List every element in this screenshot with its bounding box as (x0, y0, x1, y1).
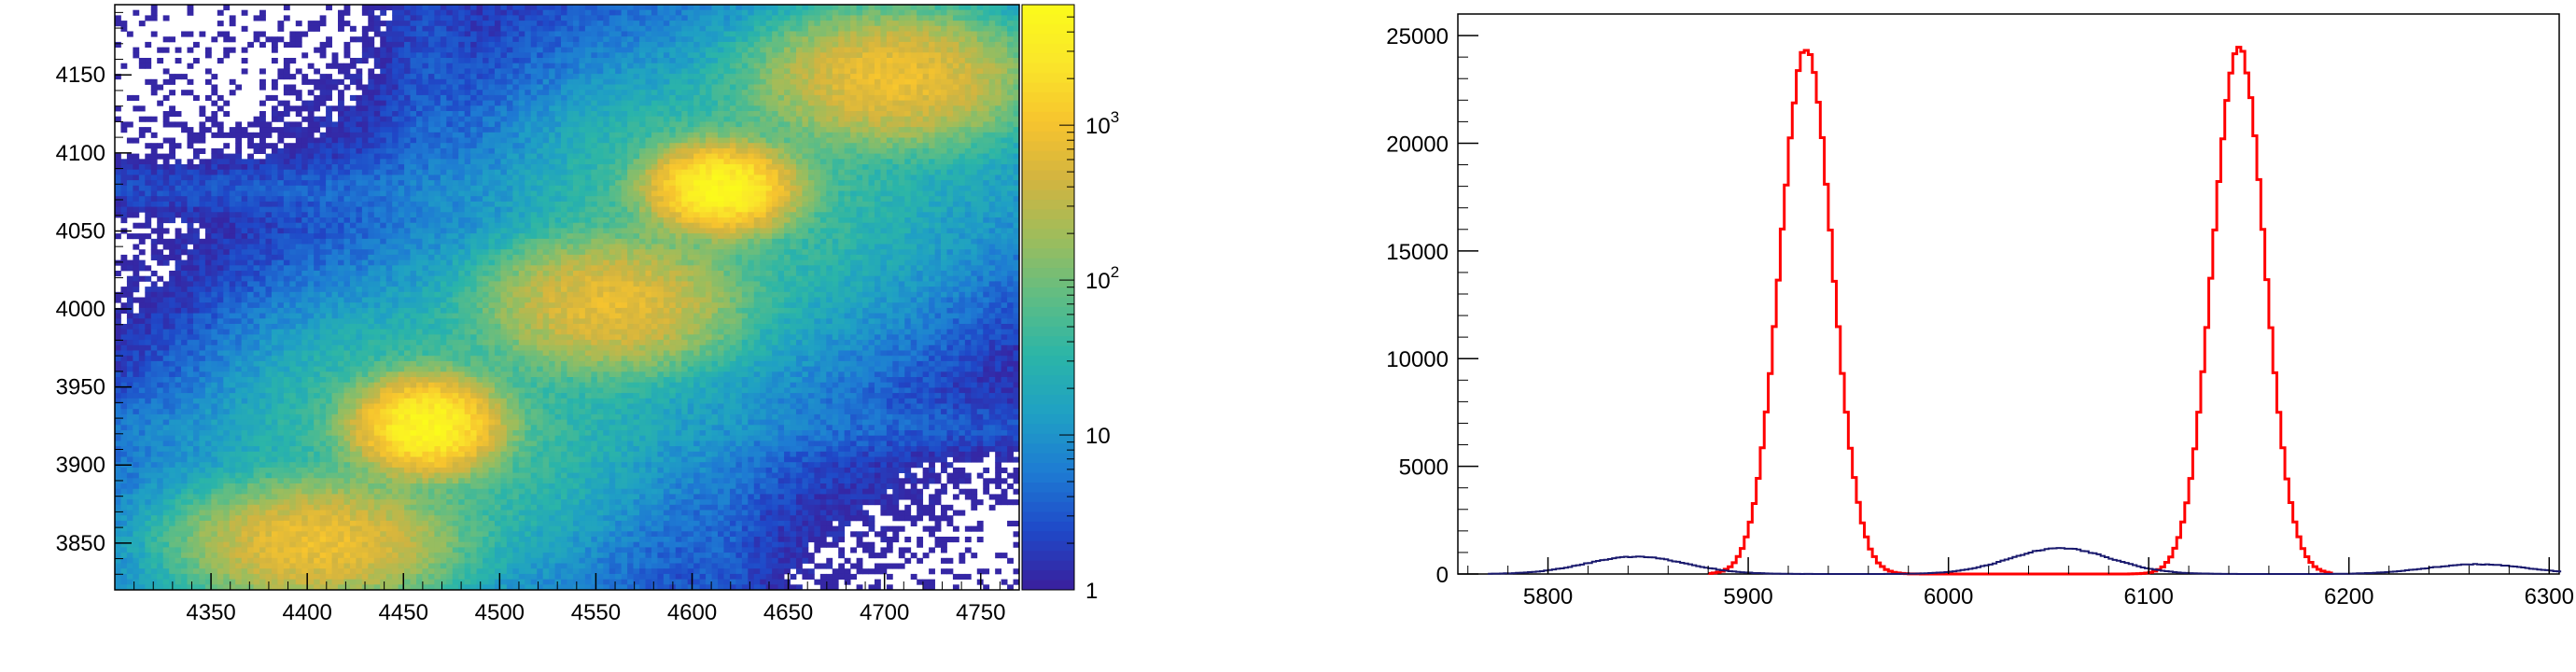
heatmap-frame (114, 4, 1020, 591)
x-tick-label: 6200 (2324, 584, 2373, 609)
y-tick-label: 3850 (56, 531, 105, 556)
y-tick-label: 20000 (1386, 132, 1449, 157)
y-tick-label: 4100 (56, 141, 105, 166)
histogram-panel: 5800 5900 6000 6100 6200 6300 0 5000 10000 15000 2… (1288, 0, 2576, 672)
x-tick-label: 6100 (2123, 584, 2173, 609)
x-tick-label: 4350 (186, 600, 235, 625)
x-tick-label: 4600 (667, 600, 717, 625)
x-tick-label: 4450 (379, 600, 428, 625)
heatmap-panel: 4350 4400 4450 4500 4550 4600 4650 4700 4750 3850… (56, 4, 1119, 625)
series-red-line (1708, 46, 2333, 576)
colorbar-tick-label: 102 (1085, 263, 1119, 294)
x-tick-label: 4700 (860, 600, 909, 625)
heatmap-cells (115, 5, 1020, 591)
colorbar (1022, 5, 1074, 591)
y-tick-label: 4050 (56, 218, 105, 244)
colorbar-tick-label: 1 (1085, 579, 1098, 604)
y-tick-label: 15000 (1386, 240, 1449, 265)
histogram-chart: 5800 5900 6000 6100 6200 6300 0 5000 10000 15000 2… (1386, 13, 2574, 609)
y-tick-label: 10000 (1386, 347, 1449, 372)
x-tick-label: 5800 (1523, 584, 1573, 609)
x-tick-label: 4400 (282, 600, 331, 625)
colorbar-tick-label: 103 (1085, 108, 1119, 139)
y-tick-label: 4150 (56, 63, 105, 88)
y-tick-label: 3900 (56, 453, 105, 478)
x-tick-label: 4750 (956, 600, 1005, 625)
x-tick-label: 4550 (571, 600, 621, 625)
x-tick-label: 6000 (1924, 584, 1973, 609)
x-tick-label: 6300 (2525, 584, 2574, 609)
y-tick-label: 25000 (1386, 24, 1449, 49)
histogram-frame (1457, 13, 2560, 575)
colorbar-tick-label: 10 (1085, 424, 1111, 449)
x-tick-label: 4650 (763, 600, 813, 625)
y-tick-label: 4000 (56, 297, 105, 322)
x-tick-label: 4500 (475, 600, 525, 625)
heatmap-chart: 4350 4400 4450 4500 4550 4600 4650 4700 4750 3850… (56, 4, 1119, 625)
y-tick-label: 3950 (56, 375, 105, 400)
x-tick-label: 5900 (1723, 584, 1772, 609)
series-blue-line (1488, 547, 2562, 575)
y-tick-label: 0 (1436, 563, 1449, 588)
colorbar-frame (1021, 4, 1075, 591)
y-tick-label: 5000 (1399, 455, 1449, 481)
